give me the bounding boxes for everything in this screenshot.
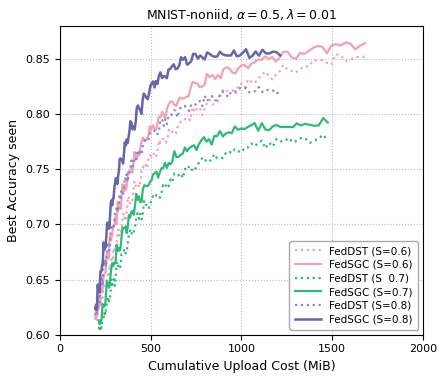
FedDST (S=0.6) [333,52,338,57]
FedSGC (S=0.8) [94,308,99,312]
FedDST (S=0.8) [246,90,252,95]
FedDST (S=0.8) [278,89,283,93]
FedDST (S=0.8) [256,85,262,89]
FedSGC (S=0.8) [152,85,157,90]
FedSGC (S=0.8) [217,49,222,54]
FedSGC (S=0.8) [163,74,168,79]
FedSGC (S=0.7) [97,322,102,326]
FedSGC (S=0.8) [95,287,101,291]
FedDST (S=0.6) [320,58,325,63]
FedSGC (S=0.6) [96,298,102,302]
FedSGC (S=0.6) [93,315,99,320]
FedSGC (S=0.8) [243,47,249,52]
FedDST (S  0.7) [107,296,112,300]
FedDST (S=0.8) [95,298,100,303]
FedSGC (S=0.6) [239,63,244,68]
FedSGC (S=0.7) [96,318,102,323]
FedDST (S=0.8) [93,313,98,317]
FedDST (S  0.7) [97,329,102,334]
FedSGC (S=0.8) [253,49,258,54]
FedDST (S  0.7) [270,144,276,149]
FedSGC (S=0.7) [107,281,112,285]
FedSGC (S=0.8) [93,305,98,309]
FedSGC (S=0.7) [136,194,142,199]
FedDST (S=0.6) [94,320,99,325]
FedDST (S=0.6) [239,81,244,86]
FedSGC (S=0.6) [320,44,325,49]
FedSGC (S=0.7) [117,249,122,253]
FedSGC (S=0.6) [343,40,348,45]
FedSGC (S=0.6) [227,66,232,71]
Line: FedSGC (S=0.7): FedSGC (S=0.7) [99,118,328,324]
Title: MNIST-noniid, $\alpha = 0.5, \lambda = 0.01$: MNIST-noniid, $\alpha = 0.5, \lambda = 0… [146,7,337,22]
FedDST (S=0.8) [214,98,220,102]
FedSGC (S=0.6) [362,41,368,46]
FedSGC (S=0.6) [94,309,99,314]
FedDST (S  0.7) [117,266,122,271]
FedDST (S=0.6) [362,54,368,59]
FedDST (S=0.6) [93,313,99,318]
FedSGC (S=0.7) [270,124,276,128]
FedSGC (S=0.7) [321,116,326,120]
FedDST (S=0.6) [227,89,232,93]
Legend: FedDST (S=0.6), FedSGC (S=0.6), FedDST (S  0.7), FedSGC (S=0.7), FedDST (S=0.8),: FedDST (S=0.6), FedSGC (S=0.6), FedDST (… [289,241,418,329]
FedDST (S  0.7) [180,176,186,180]
FedSGC (S=0.8) [155,82,160,86]
Line: FedDST (S=0.8): FedDST (S=0.8) [95,87,280,315]
FedDST (S=0.8) [153,128,159,133]
Y-axis label: Best Accuracy seen: Best Accuracy seen [7,119,20,242]
FedDST (S=0.6) [93,317,98,321]
FedDST (S  0.7) [96,325,102,329]
Line: FedDST (S  0.7): FedDST (S 0.7) [99,135,328,331]
X-axis label: Cumulative Upload Cost (MiB): Cumulative Upload Cost (MiB) [148,360,335,373]
Line: FedDST (S=0.6): FedDST (S=0.6) [95,54,365,322]
Line: FedSGC (S=0.6): FedSGC (S=0.6) [95,43,365,318]
FedSGC (S=0.6) [166,101,171,106]
FedDST (S=0.6) [166,128,171,132]
FedSGC (S=0.6) [93,313,98,317]
FedDST (S  0.7) [321,133,326,137]
FedSGC (S=0.7) [325,120,330,125]
FedDST (S  0.7) [129,232,134,237]
FedSGC (S=0.7) [180,151,186,156]
Line: FedSGC (S=0.8): FedSGC (S=0.8) [95,49,280,310]
FedDST (S=0.8) [161,124,166,128]
FedSGC (S=0.7) [129,209,134,214]
FedDST (S  0.7) [325,139,330,143]
FedSGC (S=0.8) [278,53,283,58]
FedDST (S  0.7) [136,217,142,221]
FedDST (S=0.6) [96,306,102,310]
FedDST (S=0.8) [151,130,156,135]
